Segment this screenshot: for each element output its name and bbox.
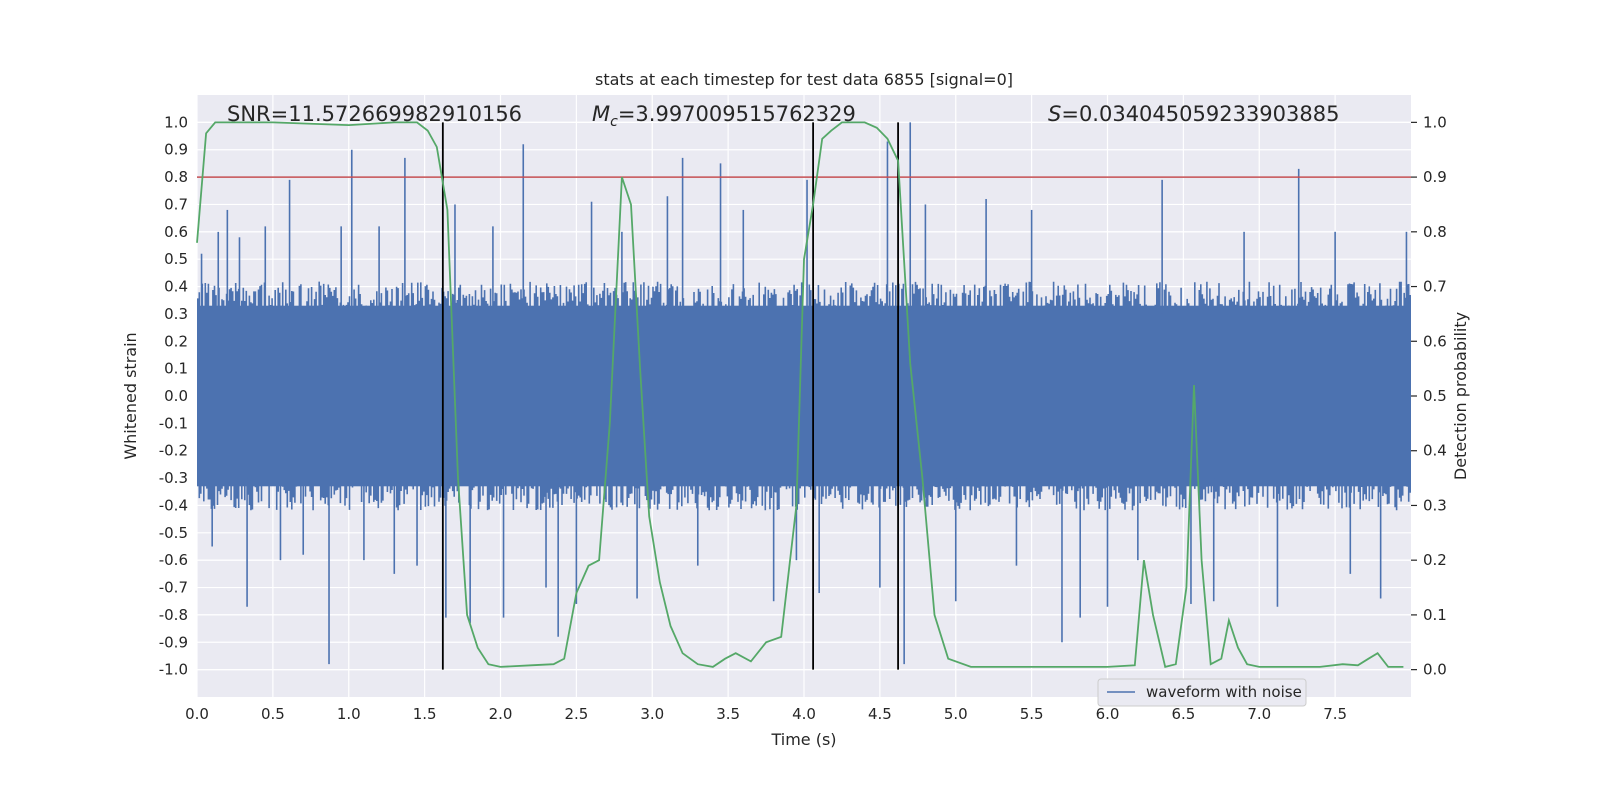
x-tick-label: 0.5	[261, 705, 285, 723]
y-tick-label: 0.3	[164, 305, 188, 323]
legend-box	[1097, 678, 1307, 707]
waveform-core	[197, 305, 1411, 487]
y-tick-label: -1.0	[159, 661, 188, 679]
y-tick-label: 0.4	[164, 278, 188, 296]
y-tick-label: 0.8	[164, 168, 188, 186]
axis-ticks: 0.0 0.5 1.0 1.5 2.0 2.5 3.0 3.5 4.0 4.5 5.0 5.5 6.0 6…	[159, 113, 1447, 723]
s-annotation: S=0.034045059233903885	[1048, 102, 1339, 126]
y-axis-label: Whitened strain	[121, 332, 140, 459]
x-tick-label: 3.0	[640, 705, 664, 723]
y-tick-label: 0.1	[164, 360, 188, 378]
legend: waveform with noise	[1097, 678, 1307, 707]
y-tick-label: -0.6	[159, 551, 188, 569]
y-tick-label: -0.9	[159, 633, 188, 651]
y2-tick-label: 0.8	[1423, 223, 1447, 241]
y2-tick-label: 0.6	[1423, 332, 1447, 350]
x-tick-label: 5.0	[944, 705, 968, 723]
y2-axis-label: Detection probability	[1451, 312, 1470, 480]
x-tick-label: 6.0	[1096, 705, 1120, 723]
y-tick-label: -0.4	[159, 496, 188, 514]
y-tick-label: -0.5	[159, 524, 188, 542]
x-tick-label: 5.5	[1020, 705, 1044, 723]
y-tick-label: 0.9	[164, 141, 188, 159]
y2-tick-label: 0.3	[1423, 496, 1447, 514]
x-tick-label: 2.5	[564, 705, 588, 723]
y-tick-label: -0.2	[159, 442, 188, 460]
y-tick-label: 1.0	[164, 113, 188, 131]
x-tick-label: 1.5	[413, 705, 437, 723]
x-axis-label: Time (s)	[770, 730, 836, 749]
y-tick-label: 0.5	[164, 250, 188, 268]
chirp-mass-annotation: Mc=3.997009515762329	[592, 102, 856, 130]
x-tick-label: 6.5	[1171, 705, 1195, 723]
y-tick-label: 0.6	[164, 223, 188, 241]
probability-series	[196, 121, 1404, 668]
mc-subscript: c	[610, 114, 618, 130]
y-tick-label: 0.0	[164, 387, 188, 405]
y2-tick-label: 0.7	[1423, 278, 1447, 296]
y2-tick-label: 0.1	[1423, 606, 1447, 624]
y-tick-label: -0.1	[159, 414, 188, 432]
waveform-series	[197, 122, 1411, 670]
chart-title: stats at each timestep for test data 685…	[595, 70, 1013, 89]
probability-line	[196, 121, 1404, 668]
y-tick-label: -0.3	[159, 469, 188, 487]
x-tick-label: 1.0	[337, 705, 361, 723]
y2-tick-label: 0.5	[1423, 387, 1447, 405]
y-tick-label: 0.7	[164, 195, 188, 213]
x-tick-label: 3.5	[716, 705, 740, 723]
y2-tick-label: 0.9	[1423, 168, 1447, 186]
y-tick-label: 0.2	[164, 332, 188, 350]
s-value: =0.034045059233903885	[1061, 102, 1339, 126]
mc-symbol: M	[592, 102, 610, 126]
y-tick-label: -0.8	[159, 606, 188, 624]
x-tick-label: 7.0	[1247, 705, 1271, 723]
x-tick-label: 7.5	[1323, 705, 1347, 723]
x-tick-label: 0.0	[185, 705, 209, 723]
s-symbol: S	[1048, 102, 1061, 126]
mc-value: =3.997009515762329	[618, 102, 856, 126]
y2-tick-label: 1.0	[1423, 113, 1447, 131]
y-tick-label: -0.7	[159, 579, 188, 597]
x-tick-label: 4.0	[792, 705, 816, 723]
snr-annotation: SNR=11.572669982910156	[227, 102, 522, 126]
y2-tick-label: 0.0	[1423, 661, 1447, 679]
y2-tick-label: 0.2	[1423, 551, 1447, 569]
y2-tick-label: 0.4	[1423, 442, 1447, 460]
x-tick-label: 4.5	[868, 705, 892, 723]
x-tick-label: 2.0	[489, 705, 513, 723]
legend-label-waveform: waveform with noise	[1146, 683, 1302, 701]
